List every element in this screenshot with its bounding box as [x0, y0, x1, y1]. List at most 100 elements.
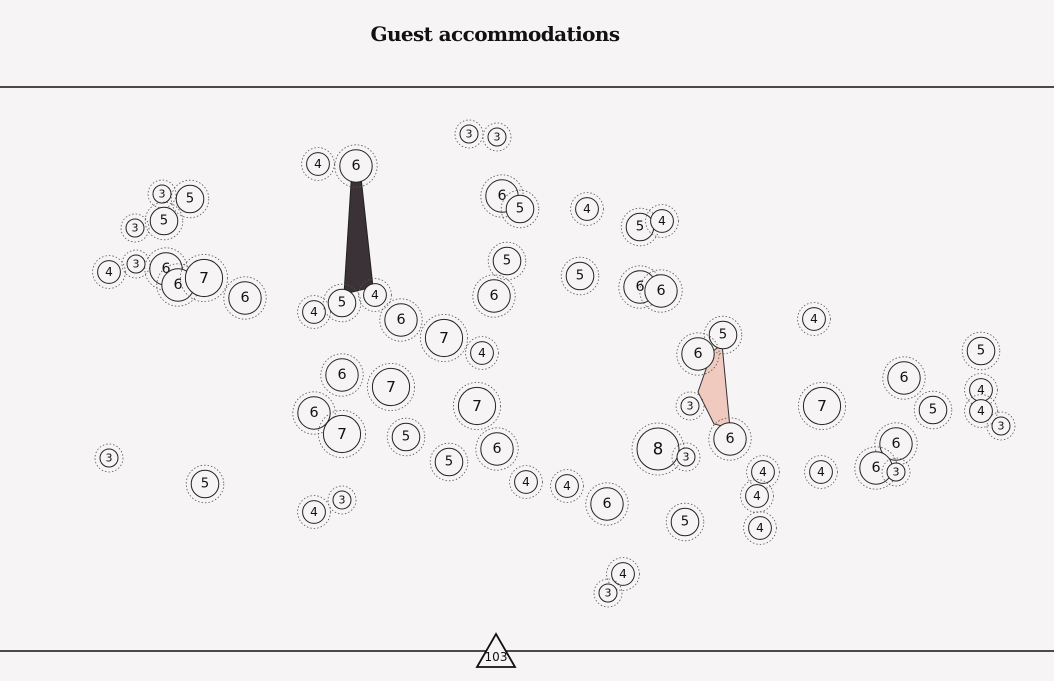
node-circle: [97, 260, 121, 284]
node-label: 6: [492, 441, 501, 457]
node-circle: [748, 516, 772, 540]
node-halo: [639, 269, 683, 313]
node-label: 6: [656, 283, 665, 299]
node-circle: [505, 194, 535, 224]
node: 7: [317, 409, 366, 458]
node-label: 6: [396, 312, 405, 328]
node-circle: [480, 432, 514, 466]
node-label: 3: [687, 400, 694, 413]
node-halo: [419, 313, 468, 362]
node-halo: [121, 249, 151, 279]
node-halo: [366, 362, 415, 411]
node-label: 3: [132, 222, 139, 235]
node-halo: [223, 276, 267, 320]
node-circle: [751, 460, 775, 484]
node-halo: [606, 557, 640, 591]
node-circle: [670, 507, 700, 537]
node-label: 8: [653, 440, 664, 459]
node-label: 3: [133, 258, 140, 271]
node-circle: [680, 396, 700, 416]
node-halo: [676, 332, 720, 376]
node-label: 6: [725, 431, 734, 447]
node: 5: [144, 201, 184, 241]
node-circle: [384, 303, 418, 337]
node-halo: [500, 189, 540, 229]
node-circle: [644, 274, 678, 308]
node: 6: [292, 391, 336, 435]
node-halo: [804, 455, 838, 489]
node: 4: [297, 295, 331, 329]
node-label: 6: [351, 158, 360, 174]
node: 4: [746, 455, 780, 489]
node-label: 3: [998, 420, 1005, 433]
node-label: 3: [159, 188, 166, 201]
node-halo: [170, 179, 210, 219]
node-label: 7: [472, 397, 482, 415]
node-label: 4: [753, 489, 761, 503]
node-halo: [740, 479, 774, 513]
node: 3: [121, 249, 151, 279]
node-halo: [986, 411, 1016, 441]
node-halo: [509, 465, 543, 499]
node: 3: [120, 213, 150, 243]
node-circle: [676, 447, 696, 467]
node-circle: [149, 206, 179, 236]
node: 4: [570, 192, 604, 226]
node-label: 6: [497, 188, 506, 204]
page-marker: 103: [475, 632, 517, 668]
node-label: 4: [658, 214, 666, 228]
node-halo: [297, 295, 331, 329]
node-halo: [465, 336, 499, 370]
node-label: 3: [494, 131, 501, 144]
node-label: 4: [522, 475, 530, 489]
node-circle: [650, 209, 674, 233]
node-label: 5: [186, 192, 194, 207]
node-label: 7: [817, 397, 827, 415]
node-label: 5: [719, 328, 727, 343]
node-halo: [429, 442, 469, 482]
node-circle: [991, 416, 1011, 436]
node: 7: [366, 362, 415, 411]
node: 5: [386, 417, 426, 457]
node-circle: [371, 367, 411, 407]
node-label: 4: [563, 479, 571, 493]
node-circle: [969, 399, 993, 423]
page-number: 103: [485, 650, 508, 664]
node-circle: [190, 469, 220, 499]
node-circle: [565, 261, 595, 291]
node: 7: [798, 381, 847, 430]
node-label: 5: [576, 269, 584, 284]
node-label: 5: [338, 296, 346, 311]
node-label: 4: [583, 202, 591, 216]
node-circle: [424, 318, 464, 358]
node-halo: [708, 417, 752, 461]
node: 6: [708, 417, 752, 461]
node-label: 6: [693, 346, 702, 362]
node-halo: [550, 469, 584, 503]
node-halo: [297, 495, 331, 529]
node-label: 4: [759, 465, 767, 479]
node-halo: [645, 204, 679, 238]
node-circle: [918, 395, 948, 425]
node-circle: [175, 184, 205, 214]
node-halo: [292, 391, 336, 435]
node-circle: [152, 184, 172, 204]
node-label: 4: [310, 505, 318, 519]
node-halo: [475, 427, 519, 471]
node-label: 4: [756, 521, 764, 535]
node-circle: [391, 422, 421, 452]
node-circle: [363, 283, 387, 307]
node: 6: [334, 144, 378, 188]
node-label: 5: [402, 430, 410, 445]
node-label: 4: [619, 567, 627, 581]
node-circle: [492, 246, 522, 276]
node: 7: [179, 253, 228, 302]
node: 6: [676, 332, 720, 376]
node-label: 6: [309, 405, 318, 421]
node-label: 6: [891, 436, 900, 452]
node: 6: [472, 274, 516, 318]
node-circle: [332, 490, 352, 510]
node-halo: [92, 255, 126, 289]
node-circle: [457, 386, 497, 426]
